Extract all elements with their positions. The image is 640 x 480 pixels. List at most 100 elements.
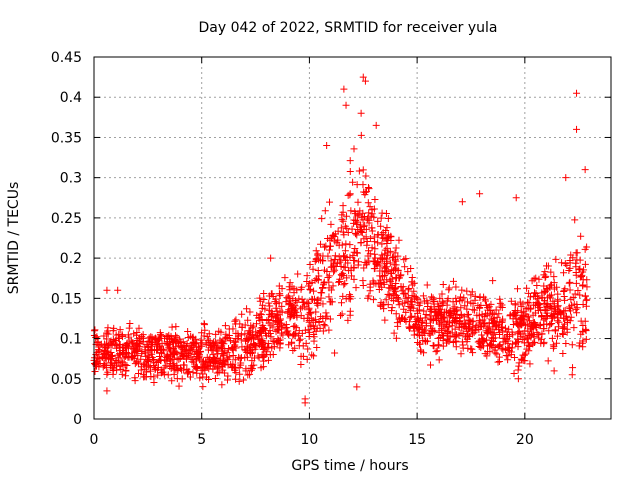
data-point [323,141,331,149]
data-point [348,225,356,233]
data-point [350,219,358,227]
data-point [427,305,435,313]
data-point [109,366,117,374]
data-point [133,345,141,353]
data-point [205,330,213,338]
data-point [174,367,182,375]
data-point [125,324,133,332]
data-point [445,286,453,294]
data-point [476,316,484,324]
data-point [409,304,417,312]
data-point [519,330,527,338]
data-point [575,266,583,274]
data-point [295,342,303,350]
data-point [349,252,357,260]
data-point [392,244,400,252]
data-point [331,237,339,245]
data-point [532,324,540,332]
data-point [351,244,359,252]
data-point [172,332,180,340]
data-point [366,234,374,242]
data-point [314,301,322,309]
data-point [337,224,345,232]
data-point [384,215,392,223]
data-point [483,352,491,360]
data-point [410,331,418,339]
data-point [290,330,298,338]
data-point [243,348,251,356]
data-point [214,363,222,371]
data-point [244,371,252,379]
data-point [541,306,549,314]
data-point [340,281,348,289]
data-point [377,279,385,287]
data-point [407,265,415,273]
data-point [565,303,573,311]
data-point [476,190,484,198]
data-point [435,356,443,364]
data-point [208,343,216,351]
data-point [196,374,204,382]
data-point [244,335,252,343]
data-point [517,355,525,363]
data-point [232,375,240,383]
y-tick-label: 0 [73,412,82,428]
data-point [405,284,413,292]
data-point [339,202,347,210]
data-point [550,279,558,287]
data-point [258,304,266,312]
data-point [405,324,413,332]
data-point [118,331,126,339]
data-point [408,297,416,305]
data-point [254,352,262,360]
data-point [236,370,244,378]
data-point [265,299,273,307]
data-point [389,267,397,275]
data-point [257,327,265,335]
data-point [544,357,552,365]
data-point [488,334,496,342]
data-point [96,360,104,368]
data-point [220,359,228,367]
data-point [412,294,420,302]
x-tick-label: 0 [90,432,99,448]
data-points [90,73,591,407]
data-point [508,328,516,336]
data-point [478,310,486,318]
data-point [499,346,507,354]
data-point [242,365,250,373]
data-point [183,365,191,373]
data-point [424,299,432,307]
data-point [362,172,370,180]
data-point [148,340,156,348]
data-point [267,321,275,329]
data-point [170,348,178,356]
data-point [384,290,392,298]
data-point [158,346,166,354]
data-point [574,287,582,295]
data-point [475,325,483,333]
data-point [343,224,351,232]
data-point [95,347,103,355]
data-point [504,344,512,352]
x-tick-label: 5 [197,432,206,448]
data-point [267,333,275,341]
data-point [357,109,365,117]
data-point [399,299,407,307]
data-point [302,339,310,347]
data-point [253,320,261,328]
data-point [281,274,289,282]
data-point [149,339,157,347]
data-point [458,286,466,294]
data-point [548,334,556,342]
data-point [126,339,134,347]
data-point [447,312,455,320]
data-point [150,359,158,367]
data-point [251,345,259,353]
data-point [221,335,229,343]
data-point [381,246,389,254]
data-point [331,349,339,357]
data-point [322,242,330,250]
data-point [565,279,573,287]
data-point [359,282,367,290]
